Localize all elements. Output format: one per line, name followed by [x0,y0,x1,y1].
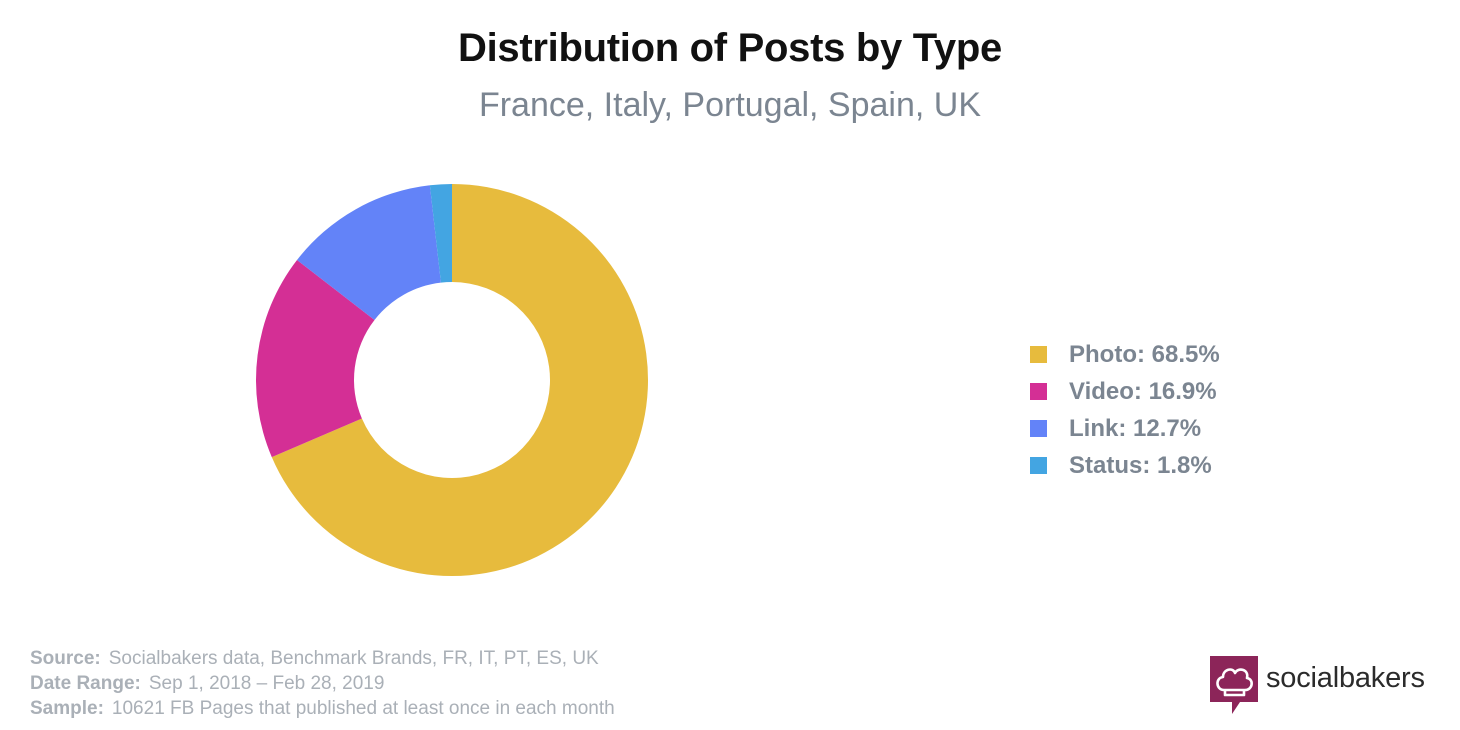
legend-swatch [1030,457,1047,474]
legend-swatch [1030,420,1047,437]
chart-title: Distribution of Posts by Type [458,26,1002,70]
legend-label: Status: 1.8% [1069,451,1212,479]
brand-logo: socialbakers [1210,656,1425,716]
slice-video [256,260,375,458]
footer-source-line: Source: Socialbakers data, Benchmark Bran… [30,646,615,671]
footer-date-label: Date Range: [30,673,141,694]
footer-sample-label: Sample: [30,698,104,719]
footer-date-line: Date Range: Sep 1, 2018 – Feb 28, 2019 [30,671,615,696]
legend-swatch [1030,383,1047,400]
footer-date-value: Sep 1, 2018 – Feb 28, 2019 [148,673,385,694]
legend-label: Video: 16.9% [1069,377,1217,405]
footer-source-label: Source: [30,648,101,669]
chef-hat-icon [1210,656,1258,714]
legend-item-photo: Photo: 68.5% [1030,336,1220,373]
legend-swatch [1030,346,1047,363]
legend-label: Link: 12.7% [1069,414,1202,442]
legend-item-link: Link: 12.7% [1030,410,1220,447]
slice-photo [271,184,648,577]
brand-name: socialbakers [1266,662,1425,694]
chart-subtitle: France, Italy, Portugal, Spain, UK [478,86,982,124]
legend-label: Photo: 68.5% [1069,340,1220,368]
slice-link [297,185,441,321]
legend-item-video: Video: 16.9% [1030,373,1220,410]
chart-footer: Source: Socialbakers data, Benchmark Bran… [30,646,615,721]
footer-sample-line: Sample: 10621 FB Pages that published at … [30,696,615,721]
chart-legend: Photo: 68.5% Video: 16.9% Link: 12.7% Statu… [1030,336,1220,484]
footer-source-value: Socialbakers data, Benchmark Brands, FR,… [108,648,599,669]
slice-status [429,184,452,283]
legend-item-status: Status: 1.8% [1030,447,1220,484]
footer-sample-value: 10621 FB Pages that published at least o… [111,698,615,719]
